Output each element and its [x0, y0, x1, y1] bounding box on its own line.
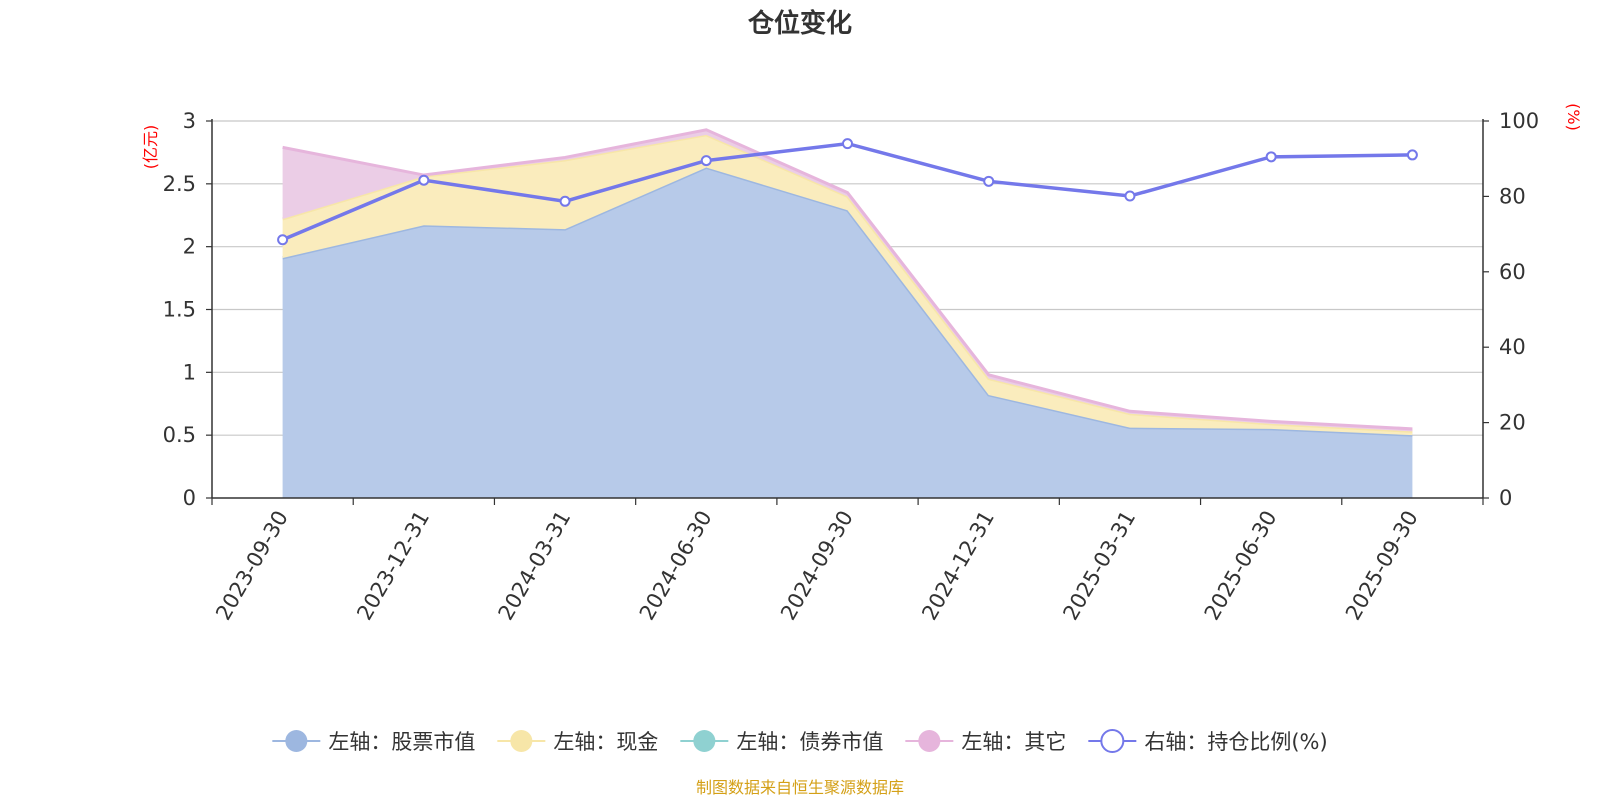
legend-label: 左轴：其它 — [961, 730, 1066, 754]
x-tick-label: 2023-12-31 — [352, 507, 434, 625]
legend-item[interactable]: 右轴：持仓比例(%) — [1088, 729, 1328, 754]
x-tick-label: 2024-12-31 — [917, 507, 999, 625]
source-note: 制图数据来自恒生聚源数据库 — [696, 778, 904, 797]
ratio-point — [277, 234, 289, 246]
x-tick-label: 2024-06-30 — [635, 507, 717, 625]
area-左轴：股票市值 — [282, 167, 1413, 498]
area-layer — [282, 128, 1413, 498]
ratio-point — [700, 155, 712, 167]
right-tick-label: 40 — [1499, 335, 1526, 359]
legend[interactable]: 左轴：股票市值 左轴：现金 左轴：债券市值 左轴：其它 右轴：持仓比例(%) — [272, 729, 1328, 754]
left-tick-label: 0.5 — [163, 423, 196, 447]
legend-item[interactable]: 左轴：其它 — [905, 730, 1066, 754]
left-tick-label: 0 — [183, 486, 196, 510]
x-tick-label: 2025-06-30 — [1200, 507, 1282, 625]
chart-title: 仓位变化 — [747, 8, 852, 39]
legend-item[interactable]: 左轴：现金 — [497, 730, 658, 754]
x-tick-label: 2025-09-30 — [1341, 507, 1423, 625]
ratio-point — [1124, 190, 1136, 202]
area-edge-左轴：其它 — [282, 128, 1413, 431]
ratio-point — [1406, 149, 1418, 161]
left-tick-label: 3 — [183, 109, 196, 133]
ratio-point — [559, 195, 571, 207]
legend-dot-icon — [510, 730, 533, 752]
line-layer — [277, 138, 1418, 246]
legend-label: 左轴：股票市值 — [328, 730, 475, 754]
legend-label: 左轴：债券市值 — [736, 730, 883, 754]
x-tick-label: 2025-03-31 — [1058, 507, 1140, 625]
left-tick-label: 1.5 — [163, 298, 196, 322]
ratio-point — [418, 174, 430, 186]
x-tick-label: 2023-09-30 — [211, 507, 293, 625]
x-tick-label: 2024-03-31 — [494, 507, 576, 625]
legend-item[interactable]: 左轴：股票市值 — [272, 730, 475, 754]
right-tick-label: 0 — [1499, 486, 1512, 510]
legend-item[interactable]: 左轴：债券市值 — [680, 730, 883, 754]
left-tick-label: 2 — [183, 235, 196, 259]
right-axis-unit: (%) — [1564, 103, 1583, 131]
left-tick-label: 1 — [183, 360, 196, 384]
right-tick-label: 60 — [1499, 260, 1526, 284]
x-tick-label: 2024-09-30 — [776, 507, 858, 625]
right-tick-label: 80 — [1499, 184, 1526, 208]
legend-dot-icon — [918, 730, 941, 752]
right-tick-label: 20 — [1499, 411, 1526, 435]
left-axis-unit: (亿元) — [141, 125, 160, 170]
legend-label: 左轴：现金 — [553, 730, 658, 754]
legend-dot-icon — [693, 730, 716, 752]
legend-label: 右轴：持仓比例(%) — [1144, 730, 1327, 754]
right-tick-label: 100 — [1499, 109, 1539, 133]
ratio-point — [1265, 151, 1277, 163]
legend-dot-icon — [285, 730, 308, 752]
left-tick-label: 2.5 — [163, 172, 196, 196]
legend-circle-icon — [1100, 729, 1125, 753]
area-左轴：现金 — [282, 134, 1413, 436]
ratio-point — [842, 138, 853, 150]
ratio-point — [983, 175, 995, 187]
